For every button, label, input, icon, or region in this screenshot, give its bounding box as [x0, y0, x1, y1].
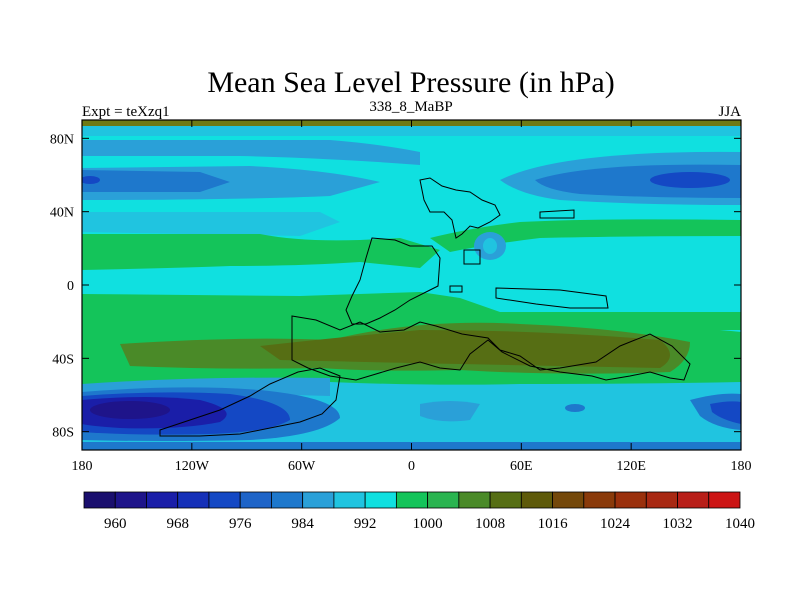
south-subtropical-ridge: [82, 292, 741, 330]
southern-low-patch-a: [420, 401, 480, 422]
continent-outline-southwest: [159, 367, 341, 437]
tibetan-low-inner: [483, 238, 497, 254]
colorbar-swatch: [83, 491, 116, 509]
y-axis: 80N 40N 0 40S 80S: [50, 132, 741, 441]
colorbar-swatch: [333, 491, 366, 509]
colorbar-label: 960: [104, 516, 127, 532]
colorbar-swatch: [271, 491, 304, 509]
pressure-field: [82, 120, 741, 450]
colorbar-label: 968: [166, 516, 189, 532]
southern-low-core-east: [710, 401, 741, 424]
colorbar-label: 984: [291, 516, 314, 532]
y-tick-label: 40S: [52, 352, 74, 367]
colorbar-label: 1032: [663, 516, 693, 532]
y-tick-label: 80S: [52, 426, 74, 441]
colorbar-swatch: [177, 491, 210, 509]
continent-outline-north-a: [419, 177, 501, 239]
continent-outline-islet-b: [463, 249, 481, 265]
colorbar-swatch: [302, 491, 335, 509]
colorbar-swatch: [458, 491, 491, 509]
colorbar-swatch: [583, 491, 616, 509]
colorbar-swatch: [427, 491, 460, 509]
north-low-center-a: [82, 176, 100, 184]
colorbar-swatch: [614, 491, 647, 509]
y-tick-label: 0: [67, 279, 74, 294]
chart-title: Mean Sea Level Pressure (in hPa): [207, 66, 614, 99]
x-tick-label: 60W: [288, 459, 316, 474]
colorbar-swatch: [208, 491, 241, 509]
colorbar-swatch: [489, 491, 522, 509]
period-label: 338_8_MaBP: [369, 99, 452, 115]
south-high-core: [260, 330, 670, 368]
colorbar-swatch: [645, 491, 678, 509]
x-tick-label: 120W: [175, 459, 210, 474]
high-lat-band-north: [82, 126, 741, 136]
colorbar-swatch: [677, 491, 710, 509]
colorbar-swatch: [364, 491, 397, 509]
continent-outline-southern-mass: [291, 315, 691, 381]
colorbar-swatch: [395, 491, 429, 509]
north-subtropical-high-a: [82, 234, 440, 270]
colorbar-swatch: [552, 491, 585, 509]
x-tick-label: 180: [731, 459, 752, 474]
colorbar-label: 1040: [725, 516, 755, 532]
colorbar-label: 976: [229, 516, 252, 532]
north-low-band-a: [82, 140, 420, 165]
x-tick-label: 0: [408, 459, 415, 474]
colorbar-label: 1000: [413, 516, 443, 532]
colorbar-label: 1008: [475, 516, 505, 532]
colorbar-label: 1024: [600, 516, 631, 532]
southern-low-patch-b: [565, 404, 585, 412]
continent-outline-east-strip: [495, 287, 609, 309]
y-tick-label: 80N: [50, 132, 74, 147]
continent-outline-islet-a: [539, 209, 575, 219]
north-low-core-a: [82, 170, 230, 192]
colorbar-label: 992: [354, 516, 377, 532]
experiment-label: Expt = teXzq1: [82, 104, 170, 120]
x-axis: 180 120W 60W 0 60E 120E 180: [72, 120, 752, 474]
colorbar-swatch: [114, 491, 147, 509]
colorbar-label: 1016: [538, 516, 569, 532]
colorbar: 960 968 976 984 992 1000 1008 1016 1024 1032 1040: [83, 491, 755, 532]
continent-outline-islet-c: [449, 285, 463, 293]
colorbar-swatch: [239, 491, 272, 509]
season-label: JJA: [718, 104, 741, 120]
north-transition-band: [82, 212, 340, 236]
x-tick-label: 120E: [616, 459, 646, 474]
y-tick-label: 40N: [50, 206, 74, 221]
x-tick-label: 180: [72, 459, 93, 474]
continent-outline-equatorial: [345, 237, 441, 325]
colorbar-swatch: [146, 491, 179, 509]
colorbar-swatch: [520, 491, 553, 509]
southern-low-center-west: [90, 401, 170, 419]
x-tick-label: 60E: [510, 459, 533, 474]
colorbar-swatch: [708, 491, 741, 509]
north-low-center-c: [650, 172, 730, 188]
north-subtropical-high-b: [430, 219, 741, 252]
continent-outlines: [159, 177, 691, 437]
